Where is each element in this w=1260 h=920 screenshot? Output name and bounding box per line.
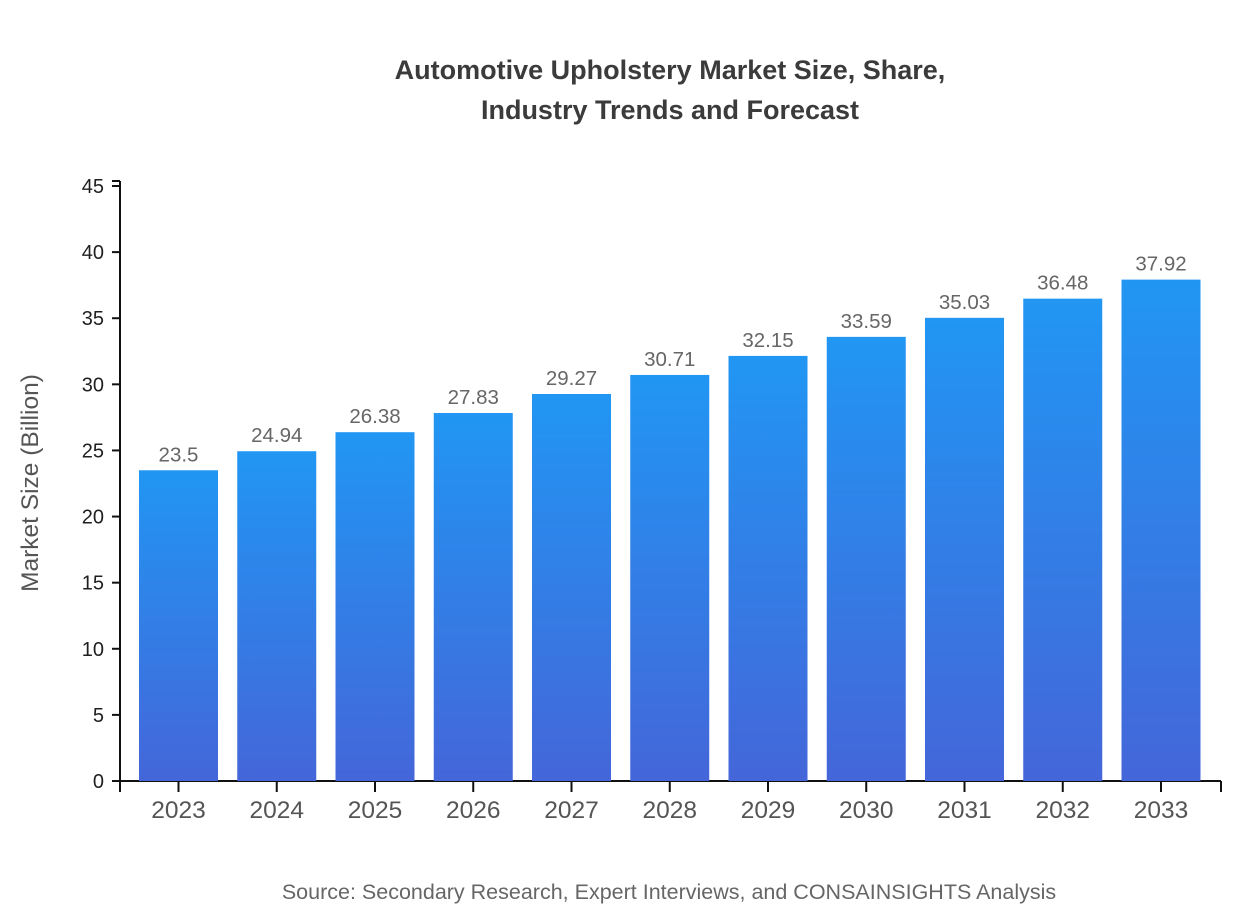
bar-2027 [532, 393, 611, 781]
x-tick-label-2028: 2028 [642, 797, 697, 824]
bar-2032 [1023, 298, 1103, 781]
bar-2028 [630, 374, 710, 781]
y-tick-label-40: 40 [82, 242, 104, 264]
labels-group: 051015202530354045202323.5202424.9420252… [82, 176, 1189, 824]
bar-2025 [335, 432, 415, 781]
bar-value-label-2030: 33.59 [841, 310, 892, 333]
bar-value-label-2025: 26.38 [349, 405, 400, 428]
y-tick-label-10: 10 [82, 639, 104, 661]
bar-value-label-2033: 37.92 [1135, 253, 1186, 276]
bar-2026 [433, 413, 513, 781]
x-tick-label-2030: 2030 [839, 797, 894, 824]
x-tick-label-2026: 2026 [446, 797, 501, 824]
y-tick-label-0: 0 [93, 771, 104, 793]
x-tick-label-2032: 2032 [1035, 797, 1090, 824]
x-tick-label-2023: 2023 [151, 797, 206, 824]
x-tick-label-2027: 2027 [544, 797, 599, 824]
bar-2029 [728, 355, 808, 781]
bar-value-label-2024: 24.94 [251, 424, 302, 447]
y-tick-label-45: 45 [82, 176, 104, 198]
bar-value-label-2023: 23.5 [159, 443, 199, 466]
bar-2030 [826, 336, 906, 781]
bar-2024 [237, 451, 317, 781]
chart-title-line1: Automotive Upholstery Market Size, Share… [395, 55, 946, 85]
bar-value-label-2029: 32.15 [742, 329, 793, 352]
bars-group [139, 279, 1201, 781]
bar-2023 [139, 470, 218, 781]
y-tick-label-5: 5 [93, 705, 104, 727]
bar-value-label-2032: 36.48 [1037, 272, 1088, 295]
x-tick-label-2031: 2031 [937, 797, 992, 824]
y-axis-title: Market Size (Billion) [17, 374, 44, 592]
y-tick-label-30: 30 [82, 374, 104, 396]
chart-title-line2: Industry Trends and Forecast [481, 95, 859, 125]
source-caption: Source: Secondary Research, Expert Inter… [282, 880, 1056, 904]
x-tick-label-2033: 2033 [1134, 797, 1189, 824]
bar-value-label-2031: 35.03 [939, 291, 990, 314]
x-tick-label-2029: 2029 [741, 797, 796, 824]
y-tick-label-25: 25 [82, 440, 104, 462]
bar-2033 [1121, 279, 1201, 781]
y-tick-label-15: 15 [82, 573, 104, 595]
x-tick-label-2024: 2024 [249, 797, 304, 824]
bar-value-label-2026: 27.83 [448, 386, 499, 409]
x-tick-label-2025: 2025 [348, 797, 403, 824]
bar-value-label-2027: 29.27 [546, 367, 597, 390]
y-tick-label-35: 35 [82, 308, 104, 330]
bar-value-label-2028: 30.71 [644, 348, 695, 371]
y-tick-label-20: 20 [82, 507, 104, 529]
bar-2031 [925, 317, 1004, 781]
